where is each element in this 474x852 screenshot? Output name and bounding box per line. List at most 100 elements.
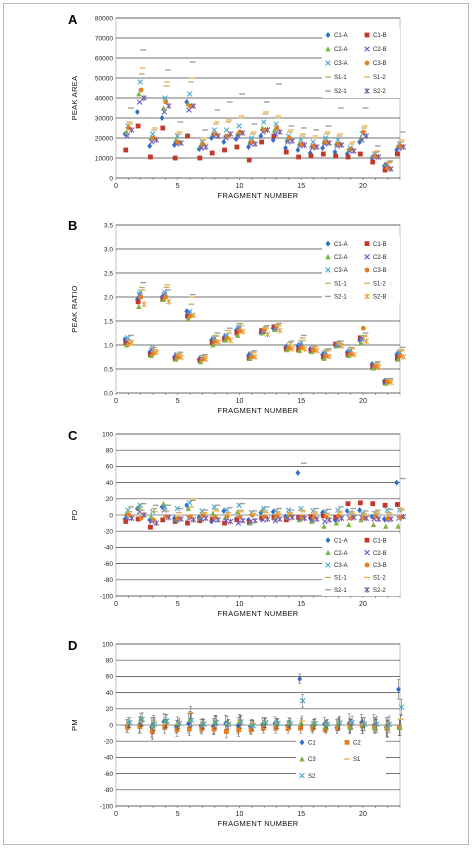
data-point xyxy=(382,167,388,173)
x-tick-label: 0 xyxy=(114,398,118,405)
data-point xyxy=(400,144,407,150)
legend: C1-A C1-B C2-A C2-B C3-A C3-B S1-1 S1-2 S2-1 S2-B xyxy=(322,237,400,303)
y-tick-label: 0 xyxy=(109,512,113,519)
legend-label: C2 xyxy=(353,741,361,747)
legend-marker xyxy=(299,739,305,746)
data-point xyxy=(285,507,292,513)
y-tick-label: 40 xyxy=(106,690,114,697)
x-tick-label: 20 xyxy=(359,183,367,190)
y-tick-label: 0.0 xyxy=(104,390,113,397)
data-point xyxy=(299,345,304,350)
data-point xyxy=(310,508,316,514)
legend-label: C1-A xyxy=(334,538,348,544)
legend-label: C1-B xyxy=(373,538,387,544)
data-point xyxy=(388,166,394,172)
data-point xyxy=(345,154,351,160)
data-point xyxy=(271,127,278,133)
x-tick-label: 5 xyxy=(176,398,180,405)
legend-label: C2-A xyxy=(334,255,348,261)
data-point xyxy=(289,345,295,352)
data-point xyxy=(395,523,401,529)
x-tick-label: 10 xyxy=(236,398,244,405)
data-point xyxy=(351,514,357,521)
legend-item: C1-B xyxy=(364,32,387,39)
legend-item: S1-2 xyxy=(364,576,386,582)
data-point xyxy=(322,518,328,525)
x-axis-title: FRAGMENT NUMBER xyxy=(217,191,298,200)
legend-label: S2-2 xyxy=(373,588,386,594)
data-point xyxy=(310,725,316,731)
data-point xyxy=(261,725,266,731)
legend-marker xyxy=(325,60,331,66)
data-point xyxy=(185,520,190,526)
data-point xyxy=(136,99,143,105)
data-point xyxy=(297,675,303,682)
data-point xyxy=(363,338,370,345)
data-point xyxy=(209,340,215,345)
y-tick-label: -40 xyxy=(104,545,114,552)
data-point xyxy=(273,121,279,127)
data-point xyxy=(248,135,255,141)
data-point xyxy=(225,721,232,727)
legend-marker xyxy=(364,46,370,52)
data-point xyxy=(289,514,295,521)
data-point xyxy=(384,507,391,513)
data-point xyxy=(296,347,303,354)
legend-box xyxy=(322,237,400,303)
series-C1-B xyxy=(123,123,400,173)
data-point xyxy=(312,720,318,727)
y-axis-title: PD xyxy=(70,509,79,520)
data-point xyxy=(357,151,363,157)
series-S2-1 xyxy=(128,462,406,512)
data-point xyxy=(351,351,357,358)
legend-label: C1-A xyxy=(334,242,348,248)
x-tick-label: 10 xyxy=(236,811,244,818)
data-point xyxy=(223,729,229,734)
legend-label: S1-1 xyxy=(334,281,347,287)
y-tick-label: 70000 xyxy=(95,35,113,42)
data-point xyxy=(128,515,135,522)
legend-marker xyxy=(364,60,370,66)
legend-item: C3-A xyxy=(325,267,348,274)
data-point xyxy=(172,142,177,148)
y-tick-label: 3.0 xyxy=(104,246,113,253)
y-tick-label: 100 xyxy=(102,641,113,648)
x-tick-label: 0 xyxy=(114,183,118,190)
data-point xyxy=(272,517,279,524)
y-tick-label: 60 xyxy=(106,674,114,681)
data-point xyxy=(400,513,407,520)
legend-label: C2-A xyxy=(334,551,348,557)
data-point xyxy=(283,145,288,151)
legend-label: S2-1 xyxy=(334,89,347,95)
data-point xyxy=(159,115,165,121)
data-point xyxy=(398,704,405,710)
data-point xyxy=(126,125,132,131)
data-point xyxy=(147,143,153,149)
legend-item: C2-A xyxy=(325,46,348,53)
legend-item: C2-A xyxy=(325,549,348,557)
x-tick-label: 10 xyxy=(236,601,244,608)
data-point xyxy=(210,342,216,348)
y-tick-label: 0.5 xyxy=(104,366,113,373)
data-point xyxy=(240,328,246,335)
data-point xyxy=(234,517,240,523)
data-point xyxy=(326,353,333,360)
data-point xyxy=(298,720,304,726)
data-point xyxy=(252,141,258,147)
data-point xyxy=(388,379,394,386)
data-point xyxy=(388,516,394,522)
data-point xyxy=(211,726,217,732)
legend-label: C2-B xyxy=(373,47,387,53)
data-point xyxy=(273,508,279,514)
legend-label: S1-2 xyxy=(373,75,386,81)
legend-label: C3 xyxy=(308,757,316,763)
y-tick-label: 1.5 xyxy=(104,318,113,325)
data-point xyxy=(215,133,221,139)
data-point xyxy=(264,516,271,522)
data-point xyxy=(335,725,340,731)
data-point xyxy=(314,516,320,522)
data-point xyxy=(322,727,328,733)
data-point xyxy=(283,149,289,155)
data-point xyxy=(346,521,352,528)
data-point xyxy=(173,356,179,362)
